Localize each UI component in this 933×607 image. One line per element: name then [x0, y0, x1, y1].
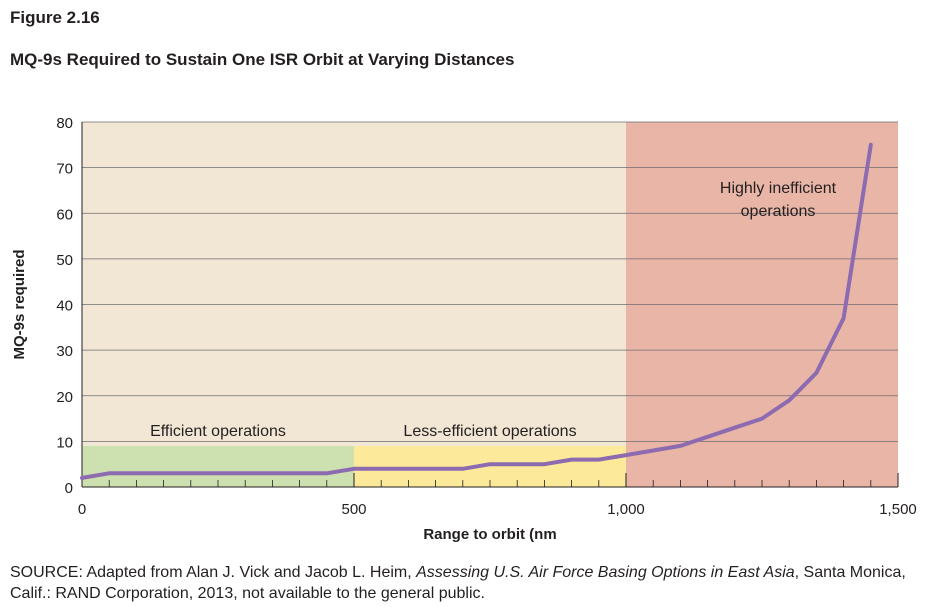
data-point: [461, 467, 465, 471]
y-tick-label: 20: [56, 389, 73, 406]
source-title: Assessing U.S. Air Force Basing Options …: [416, 564, 795, 581]
data-point: [134, 471, 138, 475]
chart-title: MQ-9s Required to Sustain One ISR Orbit …: [10, 50, 515, 69]
region-label-highly-inefficient-line2: operations: [741, 203, 816, 220]
x-tick-label: 500: [341, 501, 366, 518]
data-point: [243, 471, 247, 475]
line-chart: 0 10 20 30 40 50 60 70 80 0 500 1,000 1,500 Range to …: [11, 115, 917, 543]
data-point: [760, 416, 764, 421]
data-point: [80, 476, 84, 480]
source-note: SOURCE: Adapted from Alan J. Vick and Ja…: [10, 562, 920, 604]
data-point: [189, 471, 193, 475]
x-tick-label: 1,500: [879, 501, 917, 518]
y-tick-label: 60: [56, 206, 73, 223]
data-point: [216, 471, 220, 475]
region-band-2: [82, 122, 626, 446]
x-axis-title: Range to orbit (nm: [423, 526, 556, 543]
data-point: [162, 471, 166, 475]
data-point: [542, 462, 547, 466]
y-tick-label: 80: [56, 115, 73, 132]
data-point: [678, 444, 683, 448]
series-line-0: [80, 142, 873, 480]
data-point: [869, 143, 873, 147]
region-label-highly-inefficient-line1: Highly inefficient: [720, 180, 837, 197]
x-tick-label: 0: [78, 501, 86, 518]
data-point: [406, 467, 410, 471]
data-point: [651, 448, 655, 453]
source-prefix: SOURCE: Adapted from Alan J. Vick and Ja…: [10, 564, 417, 581]
data-point: [733, 426, 737, 430]
y-tick-label: 10: [56, 434, 73, 451]
y-tick-label: 70: [56, 161, 73, 178]
x-tick-label: 1,000: [607, 501, 645, 518]
y-tick-label: 50: [56, 252, 73, 269]
data-point: [842, 316, 846, 320]
source-suffix: , Santa Monica, Calif.: RAND Corporation…: [10, 564, 906, 602]
data-point: [107, 471, 111, 475]
data-point: [570, 458, 574, 462]
data-point: [624, 453, 628, 457]
region-label-less-efficient: Less-efficient operations: [403, 423, 576, 440]
data-point: [814, 371, 819, 375]
y-axis-title: MQ-9s required: [11, 249, 28, 359]
region-label-efficient: Efficient operations: [150, 423, 286, 440]
data-point: [787, 398, 791, 402]
y-tick-label: 30: [56, 343, 73, 360]
figure-label: Figure 2.16: [10, 8, 100, 27]
y-tick-label: 0: [65, 480, 73, 497]
data-point: [434, 467, 438, 471]
data-point: [597, 458, 601, 462]
data-point: [515, 462, 519, 466]
data-point: [352, 467, 356, 471]
data-point: [488, 462, 492, 466]
data-point: [270, 471, 274, 475]
y-tick-label: 40: [56, 298, 73, 315]
data-point: [706, 435, 710, 439]
data-point: [325, 471, 329, 475]
data-point: [298, 471, 302, 475]
data-point: [379, 467, 383, 471]
